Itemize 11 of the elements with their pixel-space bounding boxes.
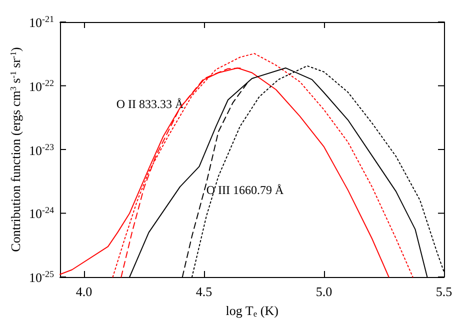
- x-tick-label: 4.5: [196, 284, 212, 299]
- y-tick-label: 10$^{-23}$: [29, 142, 54, 158]
- x-tick-label: 4.0: [76, 284, 92, 299]
- y-tick-label: 10$^{-25}$: [28, 269, 54, 286]
- annotation: O III 1660.79 Å: [206, 183, 284, 197]
- y-tick-label: 10$^{-22}$: [29, 78, 54, 94]
- x-tick-label: 5.0: [316, 284, 332, 299]
- y-tick-label: 10$^{-21}$: [28, 14, 54, 31]
- x-tick-label: 5.5: [436, 284, 452, 299]
- y-axis-title: Contribution function (ergs cm3 s-1 sr-1): [8, 47, 23, 252]
- y-tick-label: 10$^{-24}$: [29, 205, 54, 222]
